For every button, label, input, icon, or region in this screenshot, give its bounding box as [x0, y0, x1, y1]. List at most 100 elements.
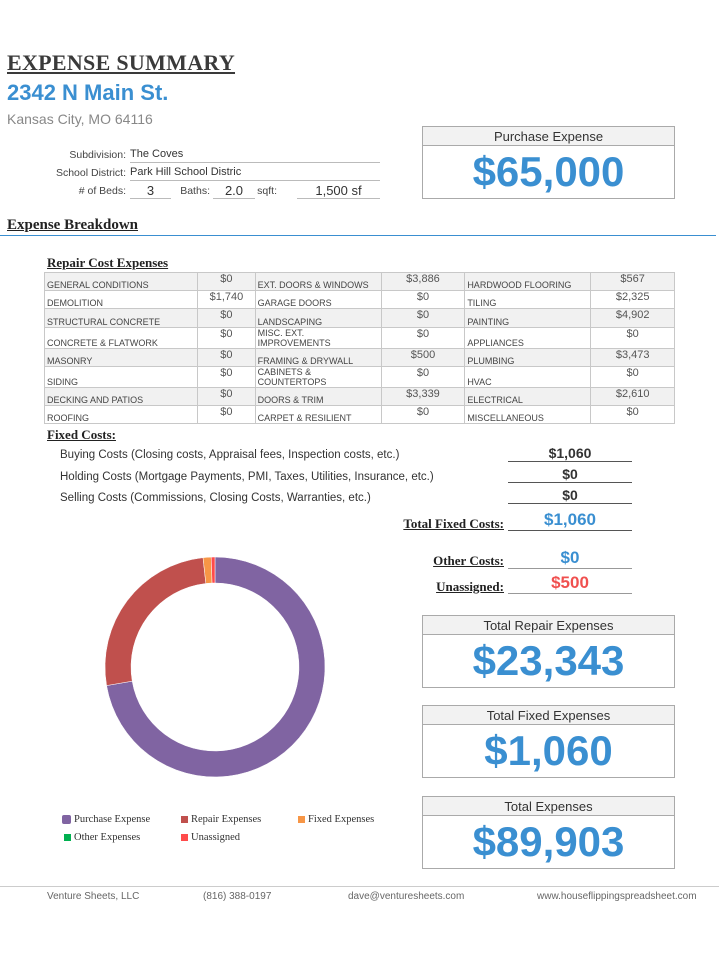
repair-cost-value[interactable]: $2,610 — [590, 386, 675, 406]
repair-category-label: MISCELLANEOUS — [464, 404, 592, 425]
total-fixed-expenses-label: Total Fixed Expenses — [423, 706, 674, 725]
repair-row: GENERAL CONDITIONS $0 EXT. DOORS & WINDOWS… — [43, 271, 675, 292]
total-fixed-value: $1,060 — [508, 510, 632, 531]
repair-category-label: GARAGE DOORS — [254, 290, 382, 310]
total-repair-box: Total Repair Expenses $23,343 — [422, 615, 675, 688]
expense-donut-chart — [104, 556, 326, 778]
repair-cost-value[interactable]: $0 — [590, 326, 675, 349]
donut-slice-repair-expenses — [104, 557, 207, 686]
repair-cost-value[interactable]: $2,325 — [590, 290, 675, 310]
footer-phone: (816) 388-0197 — [203, 891, 272, 902]
repair-cost-value[interactable]: $3,339 — [380, 386, 466, 406]
repair-cost-table: GENERAL CONDITIONS $0 EXT. DOORS & WINDOWS… — [43, 271, 675, 425]
property-city: Kansas City, MO 64116 — [7, 111, 153, 127]
repair-row: STRUCTURAL CONCRETE $0 LANDSCAPING $0 PAINTI… — [43, 308, 675, 328]
repair-category-label: SIDING — [43, 365, 199, 388]
repair-row: ROOFING $0 CARPET & RESILIENT $0 MISCELLANEO… — [43, 404, 675, 425]
repair-cost-value[interactable]: $0 — [197, 271, 256, 292]
legend-label: Fixed Expenses — [308, 814, 375, 825]
repair-category-label: MISC. EXT. IMPROVEMENTS — [254, 326, 382, 349]
holding-costs-value[interactable]: $0 — [508, 466, 632, 483]
repair-category-label: DEMOLITION — [43, 290, 199, 310]
baths-label: Baths: — [180, 185, 210, 197]
buying-costs-value[interactable]: $1,060 — [508, 445, 632, 462]
repair-category-label: TILING — [464, 290, 592, 310]
footer-email[interactable]: dave@venturesheets.com — [348, 891, 465, 902]
repair-cost-value[interactable]: $0 — [590, 404, 675, 425]
donut-slice-unassigned — [210, 556, 216, 584]
repair-category-label: CONCRETE & FLATWORK — [43, 326, 199, 349]
sqft-label: sqft: — [257, 185, 277, 197]
repair-category-label: FRAMING & DRYWALL — [254, 347, 382, 367]
selling-costs-value[interactable]: $0 — [508, 487, 632, 504]
total-fixed-label: Total Fixed Costs: — [403, 516, 504, 531]
repair-row: DECKING AND PATIOS $0 DOORS & TRIM $3,339 EL… — [43, 386, 675, 406]
purchase-expense-value: $65,000 — [472, 148, 625, 195]
repair-cost-value[interactable]: $4,902 — [590, 308, 675, 328]
repair-cost-value[interactable]: $0 — [197, 365, 256, 388]
repair-cost-value[interactable]: $0 — [590, 365, 675, 388]
repair-cost-value[interactable]: $0 — [380, 365, 466, 388]
repair-category-label: ROOFING — [43, 404, 199, 425]
beds-label: # of Beds: — [78, 185, 126, 197]
repair-cost-value[interactable]: $3,886 — [380, 271, 466, 292]
repair-cost-value[interactable]: $0 — [197, 404, 256, 425]
repair-category-label: DECKING AND PATIOS — [43, 386, 199, 406]
repair-category-label: MASONRY — [43, 347, 199, 367]
repair-category-label: PAINTING — [464, 308, 592, 328]
legend-label: Repair Expenses — [191, 814, 262, 825]
legend-swatch — [64, 834, 71, 841]
repair-cost-value[interactable]: $0 — [380, 290, 466, 310]
repair-category-label: STRUCTURAL CONCRETE — [43, 308, 199, 328]
sqft-field[interactable]: 1,500 sf — [297, 183, 380, 199]
legend-other: Other Expenses — [64, 832, 140, 843]
total-expenses-box: Total Expenses $89,903 — [422, 796, 675, 869]
subdivision-label: Subdivision: — [69, 149, 126, 161]
repair-cost-value[interactable]: $0 — [197, 386, 256, 406]
total-fixed-box: Total Fixed Expenses $1,060 — [422, 705, 675, 778]
footer-divider — [0, 886, 719, 887]
selling-costs-label: Selling Costs (Commissions, Closing Cost… — [60, 492, 371, 504]
repair-cost-value[interactable]: $0 — [197, 326, 256, 349]
donut-slice-purchase-expense — [106, 556, 326, 778]
repair-cost-value[interactable]: $0 — [197, 347, 256, 367]
legend-swatch — [181, 816, 188, 823]
divider — [0, 235, 716, 236]
legend-label: Other Expenses — [74, 832, 141, 843]
repair-row: DEMOLITION $1,740 GARAGE DOORS $0 TILING $2,3… — [43, 290, 675, 310]
repair-cost-value[interactable]: $0 — [380, 326, 466, 349]
repair-category-label: ELECTRICAL — [464, 386, 592, 406]
repair-heading: Repair Cost Expenses — [47, 255, 169, 270]
repair-category-label: HVAC — [464, 365, 592, 388]
total-repair-label: Total Repair Expenses — [423, 616, 674, 635]
purchase-expense-box: Purchase Expense $65,000 — [422, 126, 675, 199]
purchase-expense-label: Purchase Expense — [423, 127, 674, 146]
repair-category-label: PLUMBING — [464, 347, 592, 367]
legend-swatch — [62, 815, 71, 824]
repair-category-label: LANDSCAPING — [254, 308, 382, 328]
other-costs-value[interactable]: $0 — [508, 548, 632, 569]
footer-website[interactable]: www.houseflippingspreadsheet.com — [537, 891, 697, 902]
school-district-field[interactable]: Park Hill School Distric — [130, 166, 380, 181]
legend-fixed: Fixed Expenses — [298, 814, 374, 825]
fixed-costs-heading: Fixed Costs: — [47, 427, 116, 442]
baths-field[interactable]: 2.0 — [213, 183, 255, 199]
repair-cost-value[interactable]: $1,740 — [197, 290, 256, 310]
other-costs-label: Other Costs: — [433, 553, 504, 568]
repair-row: SIDING $0 CABINETS & COUNTERTOPS $0 HVAC $0 — [43, 365, 675, 388]
repair-cost-value[interactable]: $500 — [380, 347, 466, 367]
subdivision-field[interactable]: The Coves — [130, 148, 380, 163]
unassigned-label: Unassigned: — [436, 579, 504, 594]
beds-field[interactable]: 3 — [130, 183, 171, 199]
legend-purchase: Purchase Expense — [62, 814, 150, 825]
repair-category-label: HARDWOOD FLOORING — [464, 271, 592, 292]
legend-label: Unassigned — [191, 832, 240, 843]
repair-cost-value[interactable]: $0 — [197, 308, 256, 328]
repair-row: CONCRETE & FLATWORK $0 MISC. EXT. IMPROVEM… — [43, 326, 675, 349]
repair-cost-value[interactable]: $0 — [380, 308, 466, 328]
repair-cost-value[interactable]: $567 — [590, 271, 675, 292]
total-expenses-value: $89,903 — [472, 818, 625, 865]
repair-cost-value[interactable]: $3,473 — [590, 347, 675, 367]
repair-cost-value[interactable]: $0 — [380, 404, 466, 425]
legend-unassigned: Unassigned — [181, 832, 240, 843]
